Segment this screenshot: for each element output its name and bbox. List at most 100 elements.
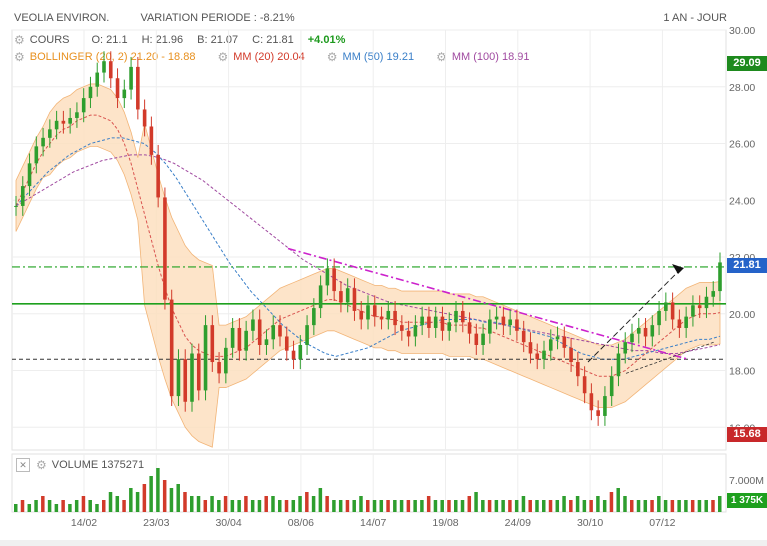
y-tick-label: 26.00 xyxy=(729,139,755,151)
legend-row-1: ⚙ COURS O: 21.1 H: 21.96 B: 21.07 C: 21.… xyxy=(14,33,367,47)
candle-body xyxy=(596,410,600,416)
volume-bar xyxy=(562,496,566,512)
volume-bar xyxy=(135,492,140,512)
volume-bar xyxy=(217,500,221,512)
candle-body xyxy=(630,333,634,343)
volume-bar xyxy=(521,496,526,512)
volume-bar xyxy=(575,496,580,512)
volume-bar xyxy=(210,496,214,512)
volume-value: 1375271 xyxy=(101,459,145,471)
candle-body xyxy=(54,120,59,130)
chart-header: VEOLIA ENVIRON. VARIATION PERIODE : -8.2… xyxy=(14,12,295,24)
candle-body xyxy=(122,89,127,99)
candle-body xyxy=(271,325,276,340)
candle-body xyxy=(515,319,519,331)
period-label[interactable]: 1 AN - JOUR xyxy=(663,12,727,24)
legend-open: O: 21.1 xyxy=(91,34,128,46)
volume-bar xyxy=(257,500,262,512)
volume-bar xyxy=(440,500,444,512)
candle-body xyxy=(318,285,323,309)
volume-badge: 1 375K xyxy=(727,493,767,508)
downtrend-line xyxy=(287,247,689,360)
gear-icon[interactable]: ⚙ xyxy=(217,50,229,64)
volume-bar xyxy=(481,500,485,512)
candle-body xyxy=(34,146,39,164)
candle-body xyxy=(603,396,607,416)
candle-body xyxy=(386,310,391,320)
candle-body xyxy=(718,262,722,292)
price-high-badge: 29.09 xyxy=(727,56,767,71)
legend-mm50: MM (50) 19.21 xyxy=(342,51,415,63)
volume-bar xyxy=(332,500,336,512)
channel-line xyxy=(625,341,715,374)
candle-body xyxy=(677,319,682,328)
candle-body xyxy=(237,327,242,351)
candle-body xyxy=(142,109,147,127)
volume-bar xyxy=(230,500,235,512)
gear-icon[interactable]: ⚙ xyxy=(36,458,47,472)
candle-body xyxy=(305,325,309,345)
volume-bar xyxy=(284,500,289,512)
candle-body xyxy=(102,61,106,73)
legend-mm100: MM (100) 18.91 xyxy=(451,51,530,63)
gear-icon[interactable]: ⚙ xyxy=(14,33,25,47)
x-tick-label: 08/06 xyxy=(288,517,314,529)
volume-bar xyxy=(494,500,499,512)
candle-body xyxy=(576,362,580,377)
gear-icon[interactable]: ⚙ xyxy=(326,50,338,64)
projection-line xyxy=(587,269,681,363)
collapse-icon[interactable]: ✕ xyxy=(16,458,30,472)
candle-body xyxy=(359,310,364,320)
gear-icon[interactable]: ⚙ xyxy=(14,50,25,64)
volume-bar xyxy=(54,504,59,512)
volume-bar xyxy=(393,500,397,512)
volume-bar xyxy=(508,500,512,512)
stock-name: VEOLIA ENVIRON. xyxy=(14,12,110,24)
candle-body xyxy=(643,327,648,337)
candle-body xyxy=(115,78,120,99)
candle-body xyxy=(697,305,702,309)
candle-body xyxy=(251,319,255,331)
bottom-strip xyxy=(0,540,767,546)
volume-bar xyxy=(338,500,343,512)
volume-bar xyxy=(555,500,560,512)
candle-body xyxy=(413,325,418,337)
legend-high: H: 21.96 xyxy=(141,34,184,46)
volume-bar xyxy=(74,500,79,512)
volume-bar xyxy=(379,500,384,512)
legend-change: +4.01% xyxy=(307,34,346,46)
volume-bar xyxy=(102,500,106,512)
volume-bar xyxy=(345,500,350,512)
volume-bar xyxy=(291,500,296,512)
candle-body xyxy=(400,325,404,331)
volume-bar xyxy=(704,500,708,512)
volume-bar xyxy=(264,496,268,512)
volume-bar xyxy=(514,500,519,512)
volume-bar xyxy=(548,500,553,512)
gear-icon[interactable]: ⚙ xyxy=(436,50,447,64)
volume-bar xyxy=(196,496,201,512)
volume-bar xyxy=(108,492,113,512)
candle-body xyxy=(521,330,526,343)
candle-body xyxy=(691,305,695,317)
volume-bar xyxy=(311,496,316,512)
volume-bar xyxy=(420,500,424,512)
x-tick-label: 07/12 xyxy=(649,517,675,529)
candle-body xyxy=(372,305,377,317)
volume-bar xyxy=(271,496,275,512)
volume-bar xyxy=(34,500,38,512)
volume-bar xyxy=(501,500,505,512)
x-tick-label: 23/03 xyxy=(143,517,169,529)
candle-body xyxy=(535,353,540,360)
candle-body xyxy=(454,310,458,323)
candle-body xyxy=(75,112,79,118)
candle-body xyxy=(61,120,66,124)
candle-body xyxy=(569,347,573,363)
volume-bar xyxy=(650,500,654,512)
volume-bar xyxy=(535,500,539,512)
candle-body xyxy=(136,66,140,110)
candle-body xyxy=(406,330,411,337)
candle-body xyxy=(68,117,72,124)
price-low-badge: 15.68 xyxy=(727,427,767,442)
